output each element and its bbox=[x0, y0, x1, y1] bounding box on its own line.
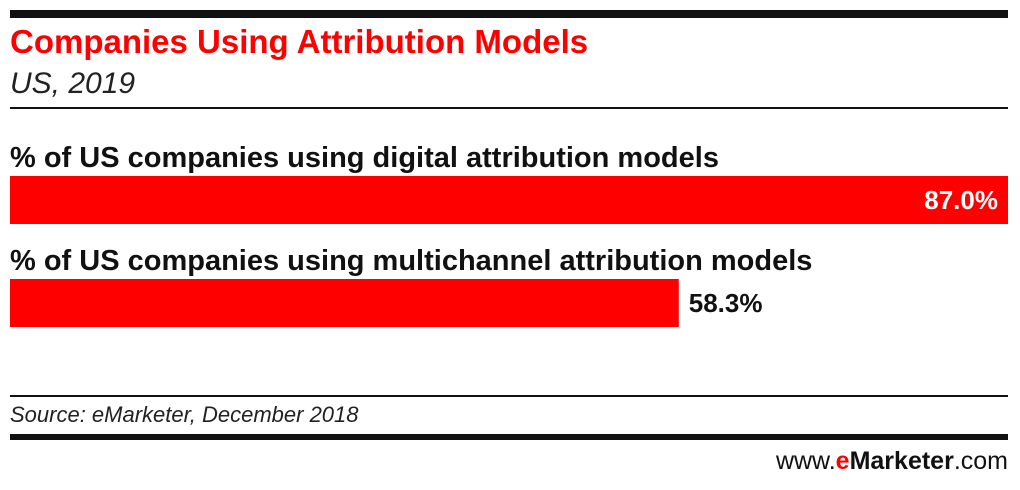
top-rule bbox=[10, 10, 1008, 18]
category-label: % of US companies using multichannel att… bbox=[10, 245, 812, 277]
logo-suffix: .com bbox=[953, 447, 1008, 475]
logo-prefix: www. bbox=[775, 447, 836, 475]
bars-layer: % of US companies using digital attribut… bbox=[10, 142, 1008, 327]
bottom-rule bbox=[10, 434, 1008, 440]
value-label: 87.0% bbox=[924, 185, 998, 215]
logo-wordmark: Marketer bbox=[849, 447, 954, 475]
source-note: Source: eMarketer, December 2018 bbox=[10, 402, 359, 427]
bar bbox=[10, 176, 1008, 224]
emarketer-logo: www.eMarketer.com bbox=[776, 447, 1008, 476]
chart-title: Companies Using Attribution Models bbox=[10, 23, 589, 60]
category-label: % of US companies using digital attribut… bbox=[10, 142, 719, 174]
logo-accent-letter: e bbox=[835, 447, 850, 475]
title-rule bbox=[10, 107, 1008, 109]
source-rule bbox=[10, 395, 1008, 397]
bar bbox=[10, 279, 679, 327]
chart-subtitle: US, 2019 bbox=[10, 67, 136, 100]
value-label: 58.3% bbox=[689, 288, 763, 318]
